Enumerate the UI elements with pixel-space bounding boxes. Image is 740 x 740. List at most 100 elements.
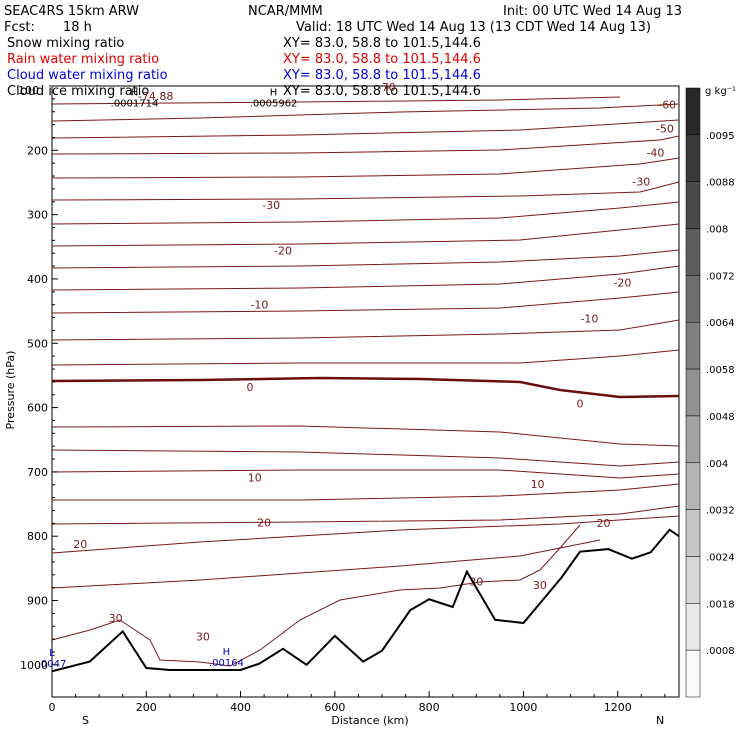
isotherm-line xyxy=(51,515,680,554)
south-end-label: S xyxy=(82,714,89,727)
colorbar-label: .004 xyxy=(706,459,728,470)
colorbar-swatch xyxy=(685,181,701,229)
x-tick-label: 400 xyxy=(230,701,251,714)
y-tick-label: 800 xyxy=(27,530,48,543)
extremum-value: .0001714 xyxy=(111,98,159,109)
contour-label: -60 xyxy=(658,99,676,112)
isotherm-line xyxy=(51,319,680,341)
contour-label: -10 xyxy=(580,313,598,326)
contour-label: 0 xyxy=(577,398,584,411)
x-axis: 0 200 400 600 800 1000 1200 xyxy=(49,691,666,714)
colorbar-label: .0058 xyxy=(706,365,735,376)
isotherm-line xyxy=(51,469,680,479)
temperature-contours xyxy=(51,96,680,667)
colorbar-swatch xyxy=(685,228,701,276)
contour-label: -30 xyxy=(632,176,650,189)
isotherm-line xyxy=(51,157,680,179)
colorbar-label: .0064 xyxy=(706,318,735,329)
colorbar-swatch xyxy=(685,368,701,417)
contour-label: -20 xyxy=(613,277,631,290)
isotherm-line xyxy=(51,349,680,366)
colorbar-label: .008 xyxy=(706,225,728,236)
y-axis: 200 300 400 500 600 700 800 900 1000 xyxy=(20,98,58,672)
isotherm-line xyxy=(51,449,680,467)
isotherm-line xyxy=(51,223,680,247)
field-xy: XY= 83.0, 58.8 to 101.5,144.6 xyxy=(283,84,481,99)
forecast-label: Fcst: xyxy=(4,20,35,35)
extremum-mark: L xyxy=(49,648,55,659)
extremum-mark: H xyxy=(270,87,278,98)
contour-label: 30 xyxy=(109,612,123,625)
field-name: Cloud ice mixing ratio xyxy=(7,84,149,99)
contour-label: 20 xyxy=(257,517,271,530)
y-tick-label: 600 xyxy=(27,402,48,415)
source-title: NCAR/MMM xyxy=(248,4,323,19)
isotherm-line xyxy=(51,96,621,105)
contour-label: 0 xyxy=(247,381,254,394)
x-tick-label: 200 xyxy=(136,701,157,714)
colorbar-swatch xyxy=(685,649,701,698)
colorbar-label: .0072 xyxy=(706,271,735,282)
isotherm-line xyxy=(51,291,680,314)
isotherm-line xyxy=(51,135,680,155)
x-tick-label: 1200 xyxy=(604,701,632,714)
contour-label: -40 xyxy=(646,147,664,160)
contour-label: -20 xyxy=(274,245,292,258)
field-xy: XY= 83.0, 58.8 to 101.5,144.6 xyxy=(283,36,481,51)
contour-label: -50 xyxy=(656,122,674,135)
colorbar-swatch xyxy=(685,415,701,464)
field-name: Rain water mixing ratio xyxy=(7,52,159,67)
colorbar: .0095 .0088 .008 .0072 .0064 .0058 .0048 .004 .0… xyxy=(685,87,735,698)
contour-label: -10 xyxy=(250,299,268,312)
terrain-line xyxy=(51,528,680,673)
north-end-label: N xyxy=(656,714,664,727)
colorbar-swatch xyxy=(685,509,701,557)
extremum-value: .00164 xyxy=(209,658,244,669)
isotherm-line xyxy=(51,539,601,589)
extremum-mark: H xyxy=(131,87,139,98)
y-axis-title: Pressure (hPa) xyxy=(4,351,17,430)
y-tick-label: 200 xyxy=(27,144,48,157)
isotherm-line xyxy=(52,483,680,501)
colorbar-swatch xyxy=(685,603,701,651)
extremum-value: .0005962 xyxy=(250,98,298,109)
terrain-profile xyxy=(51,528,680,673)
contour-label: 10 xyxy=(531,478,545,491)
init-time: Init: 00 UTC Wed 14 Aug 13 xyxy=(503,4,682,19)
y-tick-label: 900 xyxy=(27,595,48,608)
plot-frame xyxy=(51,85,680,698)
colorbar-label: .0088 xyxy=(706,178,735,189)
isotherm-line xyxy=(51,201,680,225)
colorbar-unit: g kg⁻¹ xyxy=(705,86,736,97)
y-tick-label: 700 xyxy=(27,466,48,479)
colorbar-swatch xyxy=(685,87,701,136)
isotherm-30-line xyxy=(51,524,581,667)
colorbar-swatch xyxy=(685,321,701,370)
extremum-mark: H xyxy=(223,647,231,658)
isotherm-line xyxy=(51,181,680,201)
contour-label: -74.88 xyxy=(138,90,173,103)
contour-label: 30 xyxy=(533,579,547,592)
field-xy: XY= 83.0, 58.8 to 101.5,144.6 xyxy=(283,52,481,67)
x-tick-label: 600 xyxy=(324,701,345,714)
isotherm-line xyxy=(51,265,680,291)
x-tick-label: 1000 xyxy=(509,701,537,714)
y-tick-label: 300 xyxy=(27,209,48,222)
y-tick-label: 1000 xyxy=(20,659,48,672)
isotherm-line xyxy=(51,103,680,122)
colorbar-label: .0024 xyxy=(706,552,735,563)
contour-label: 30 xyxy=(469,576,483,589)
contour-label: 20 xyxy=(597,517,611,530)
colorbar-swatch xyxy=(685,462,701,510)
colorbar-label: .0018 xyxy=(706,599,735,610)
colorbar-label: .0048 xyxy=(706,412,735,423)
field-name: Cloud water mixing ratio xyxy=(7,68,168,83)
y-tick-label: 400 xyxy=(27,273,48,286)
valid-time: Valid: 18 UTC Wed 14 Aug 13 (13 CDT Wed … xyxy=(296,20,651,35)
contour-label: 20 xyxy=(73,538,87,551)
field-name: Snow mixing ratio xyxy=(7,36,124,51)
contour-label: 30 xyxy=(196,630,210,643)
contour-labels: -74.88 -70 -60 -50 -40 -30 -30 -20 -20 -10 -10 0 0 10… xyxy=(73,81,676,643)
colorbar-swatch xyxy=(685,134,701,182)
contour-label: -30 xyxy=(262,199,280,212)
